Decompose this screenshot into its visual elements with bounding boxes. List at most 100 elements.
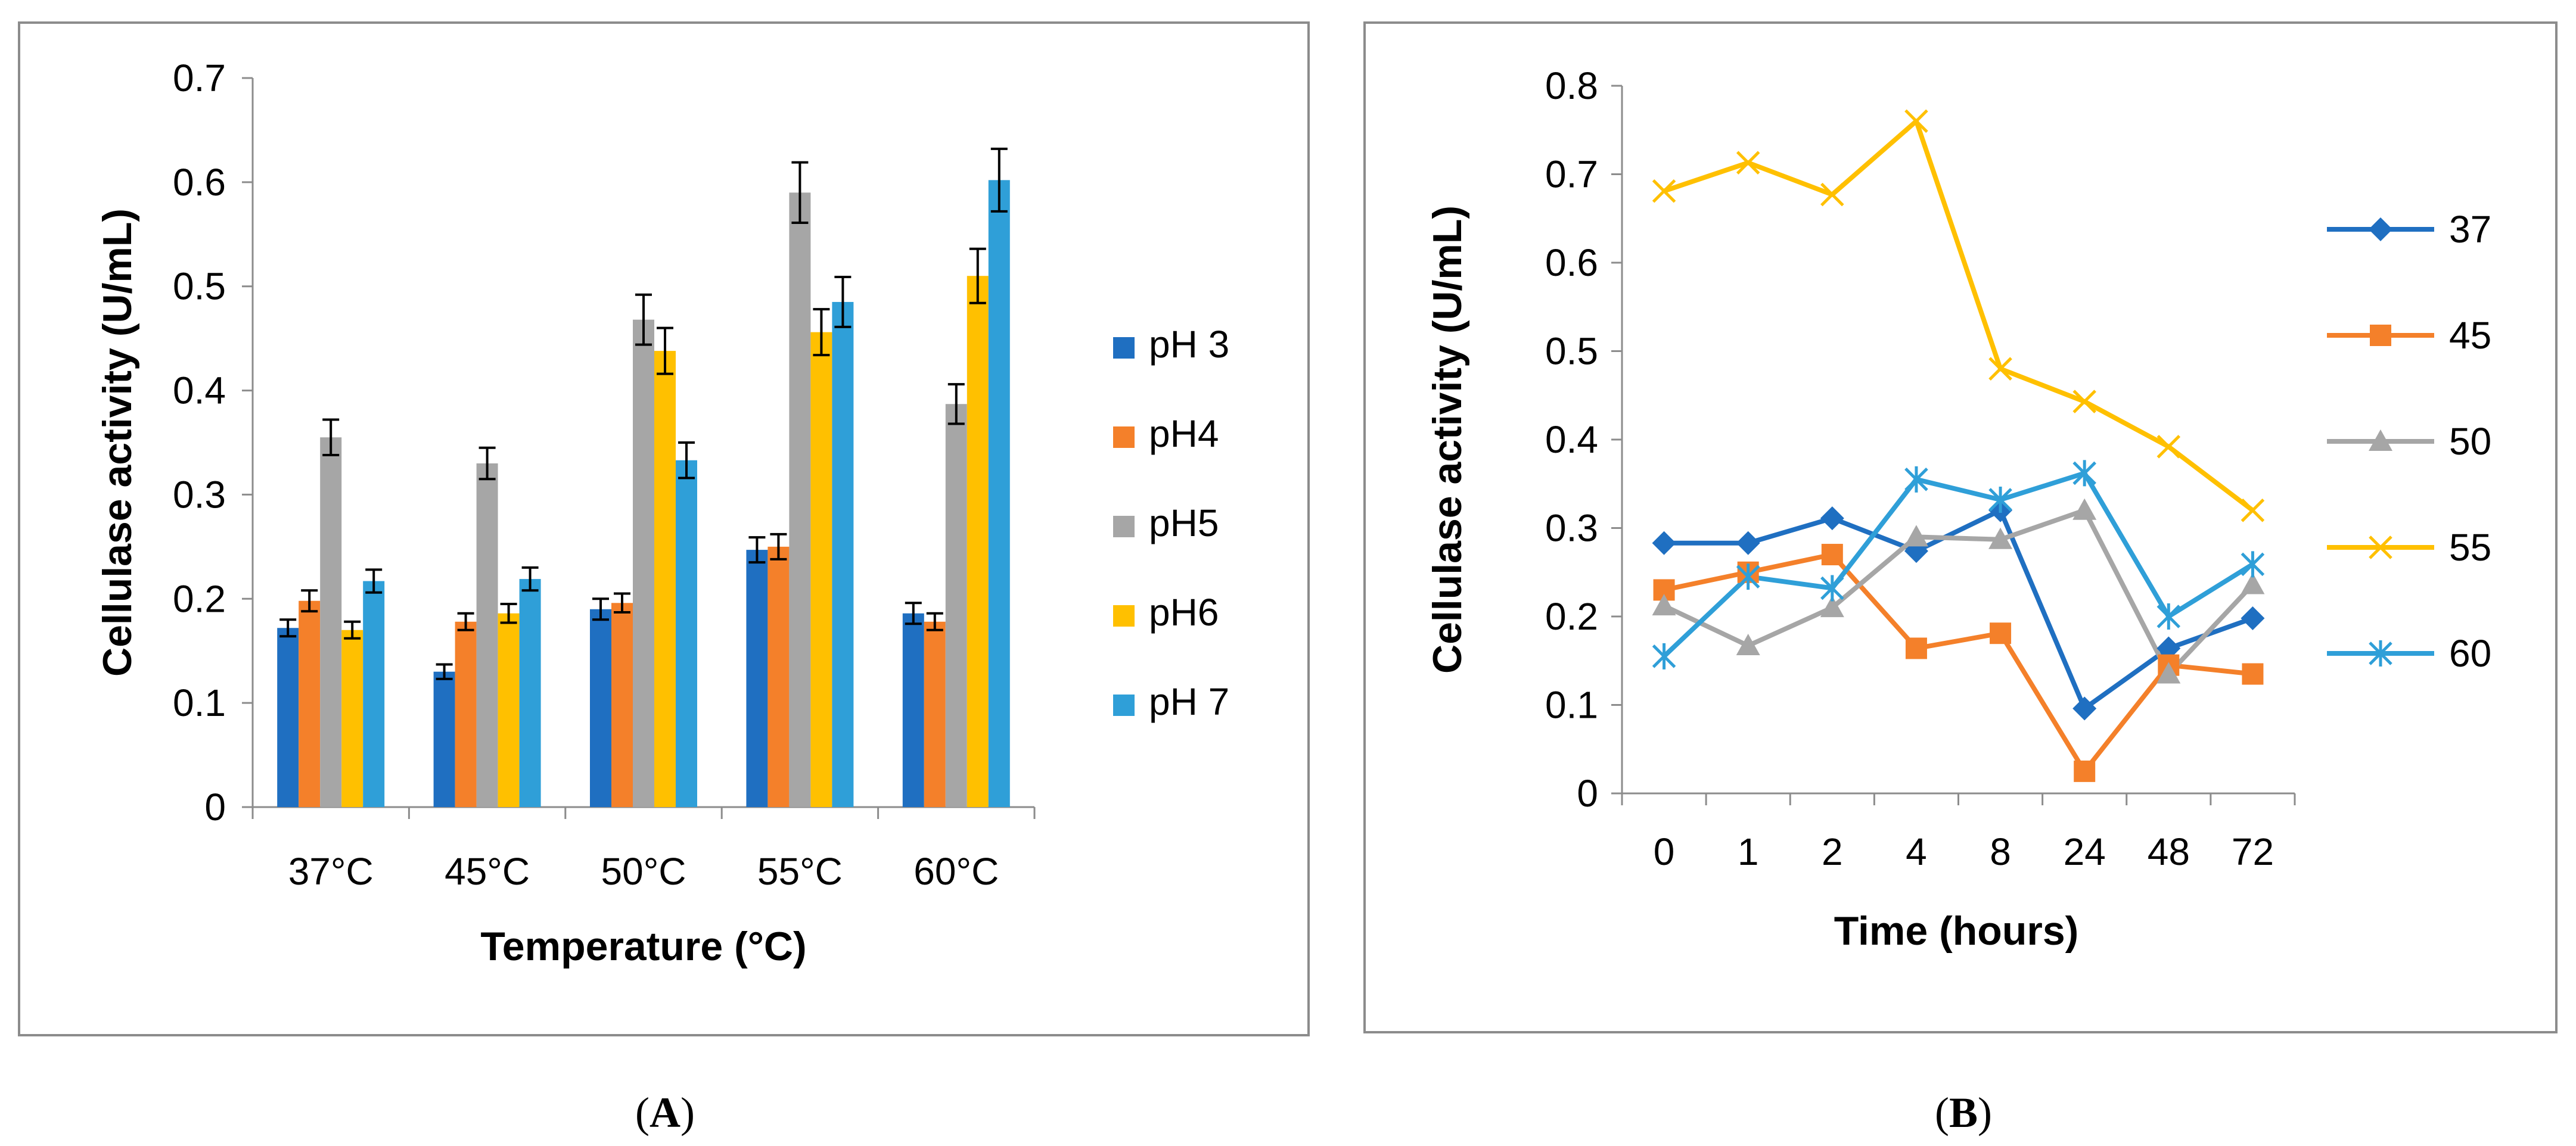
panel-b: 00.10.20.30.40.50.60.70.8 0 1 2 4 8 24 48 72 37…: [1363, 21, 2558, 1033]
bar-ph-3-37-c: [277, 628, 299, 807]
legend-entry-ph-7: pH 7: [1113, 680, 1229, 723]
legend-entry-55: 55: [2327, 526, 2491, 569]
panel-b-x-tick-label: 2: [1822, 830, 1843, 873]
legend-swatch-ph-7: [1113, 695, 1135, 716]
point-50-t24: [2072, 498, 2097, 520]
legend-label-50: 50: [2449, 420, 2491, 463]
point-37-t72: [2241, 606, 2265, 630]
panel-b-y-tick-label: 0.6: [1545, 241, 1598, 284]
panel-a-x-tick-label: 60°C: [913, 850, 999, 893]
point-60-t24: [2072, 460, 2096, 487]
error-bar-ph4-50-c: [614, 592, 630, 614]
point-55-t4-stroke-2: [1904, 109, 1928, 133]
error-bar-ph-3-37-c: [279, 618, 297, 638]
bar-ph-3-45-c: [433, 671, 455, 807]
point-45-t24: [2074, 760, 2096, 782]
point-55-t1-stroke-2: [1736, 151, 1760, 175]
point-60-t1: [1736, 563, 1760, 590]
panel-b-x-ticks: 0 1 2 4 8 24 48 72: [1621, 793, 2296, 873]
point-55-t1: [1736, 151, 1760, 175]
point-37-t24: [2072, 696, 2097, 721]
panel-a-y-tick-label: 0.3: [173, 473, 226, 516]
legend-label-60: 60: [2449, 632, 2491, 675]
point-50-t1: [1736, 634, 1760, 656]
point-45-t72: [2242, 663, 2264, 685]
panel-a: 0 0.1 0.2 0.3 0.4 0.5 0.6 0.7 37°C 45°C 50°C 55°C 6…: [18, 21, 1310, 1036]
bar-ph-3-60-c: [902, 613, 924, 807]
point-45-t8: [1990, 622, 2012, 644]
point-37-t2: [1820, 506, 1844, 531]
error-bar-ph5-55-c: [791, 161, 809, 225]
legend-entry-45: 45: [2327, 314, 2491, 357]
legend-marker-55-stroke-2: [2369, 535, 2392, 559]
panel-a-x-ticks: 37°C 45°C 50°C 55°C 60°C: [251, 807, 1036, 893]
panel-b-x-tick-label: 48: [2148, 830, 2190, 873]
legend-label-55: 55: [2449, 526, 2491, 569]
point-55-t48-stroke-2: [2156, 435, 2181, 459]
error-bar-ph-3-60-c: [905, 602, 922, 625]
point-55-t4: [1904, 109, 1928, 133]
error-bar-ph-3-45-c: [436, 663, 453, 680]
legend-entry-ph5: pH5: [1113, 502, 1219, 544]
panel-b-x-axis-title: Time (hours): [1834, 908, 2079, 954]
error-bar-ph5-45-c: [478, 446, 496, 481]
legend-marker-55: [2369, 535, 2392, 559]
legend-marker-50: [2369, 429, 2392, 451]
bar-ph6-55-c: [810, 332, 832, 807]
legend-label-ph-3: pH 3: [1149, 323, 1229, 366]
point-60-t2: [1820, 575, 1844, 602]
legend-swatch-ph-3: [1113, 337, 1135, 359]
panel-a-y-tick-label: 0: [204, 786, 226, 829]
legend-label-37: 37: [2449, 208, 2491, 251]
point-55-t72: [2241, 499, 2265, 522]
point-60-t4: [1904, 466, 1928, 493]
bar-ph4-45-c: [455, 621, 477, 807]
error-bar-ph4-37-c: [301, 589, 318, 613]
panel-a-letter: A: [650, 1089, 680, 1136]
bar-ph-7-55-c: [832, 301, 854, 807]
panel-a-y-tick-label: 0.5: [173, 265, 226, 308]
error-bar-ph6-45-c: [500, 603, 517, 624]
error-bar-ph-3-50-c: [592, 597, 609, 621]
panel-b-y-tick-label: 0.5: [1545, 330, 1598, 373]
panel-b-caption: (B): [1935, 1089, 1992, 1136]
panel-a-x-tick-label: 45°C: [445, 850, 530, 893]
panel-b-y-tick-label: 0.7: [1545, 153, 1598, 196]
error-bar-ph6-37-c: [344, 620, 361, 640]
bar-ph-3-50-c: [590, 609, 611, 807]
bar-ph5-55-c: [789, 192, 811, 807]
error-bar-ph4-55-c: [770, 532, 787, 560]
error-bar-ph-3-55-c: [748, 536, 766, 564]
point-37-t1: [1736, 531, 1760, 555]
point-50-t0: [1652, 594, 1676, 616]
legend-marker-37: [2369, 217, 2392, 241]
legend-label-ph4: pH4: [1149, 412, 1219, 455]
error-bar-ph-7-37-c: [365, 568, 383, 594]
panel-b-x-tick-label: 72: [2232, 830, 2274, 873]
panel-b-y-ticks: 0 0.1 0.2 0.3 0.4 0.5 0.6 0.7 0.8: [1545, 64, 1622, 815]
bar-ph6-45-c: [498, 613, 520, 807]
panel-b-y-tick-label: 0.3: [1545, 507, 1598, 550]
bar-ph4-37-c: [299, 600, 321, 807]
legend-entry-37: 37: [2327, 208, 2491, 251]
panel-a-x-axis-title: Temperature (°C): [480, 924, 806, 969]
point-55-t2: [1820, 182, 1844, 207]
error-bar-ph5-60-c: [947, 383, 965, 425]
panel-a-caption: (A): [635, 1089, 695, 1136]
bar-ph-7-37-c: [363, 581, 385, 807]
panel-a-y-tick-label: 0.4: [173, 369, 226, 412]
bar-ph-7-50-c: [676, 460, 697, 807]
panel-a-x-tick-label: 50°C: [601, 850, 686, 893]
line-series-45: [1663, 552, 2253, 774]
panel-b-letter: B: [1949, 1089, 1978, 1136]
legend-entry-60: 60: [2327, 632, 2491, 675]
bar-ph-7-45-c: [519, 579, 541, 807]
panel-b-y-tick-label: 0: [1577, 772, 1598, 815]
legend-marker-45: [2370, 325, 2391, 346]
point-55-t0-stroke-2: [1652, 179, 1676, 203]
panel-b-y-tick-label: 0.4: [1545, 418, 1598, 461]
legend-swatch-ph5: [1113, 516, 1135, 537]
panel-b-y-tick-label: 0.1: [1545, 684, 1598, 727]
line-series-60: [1662, 471, 2254, 658]
